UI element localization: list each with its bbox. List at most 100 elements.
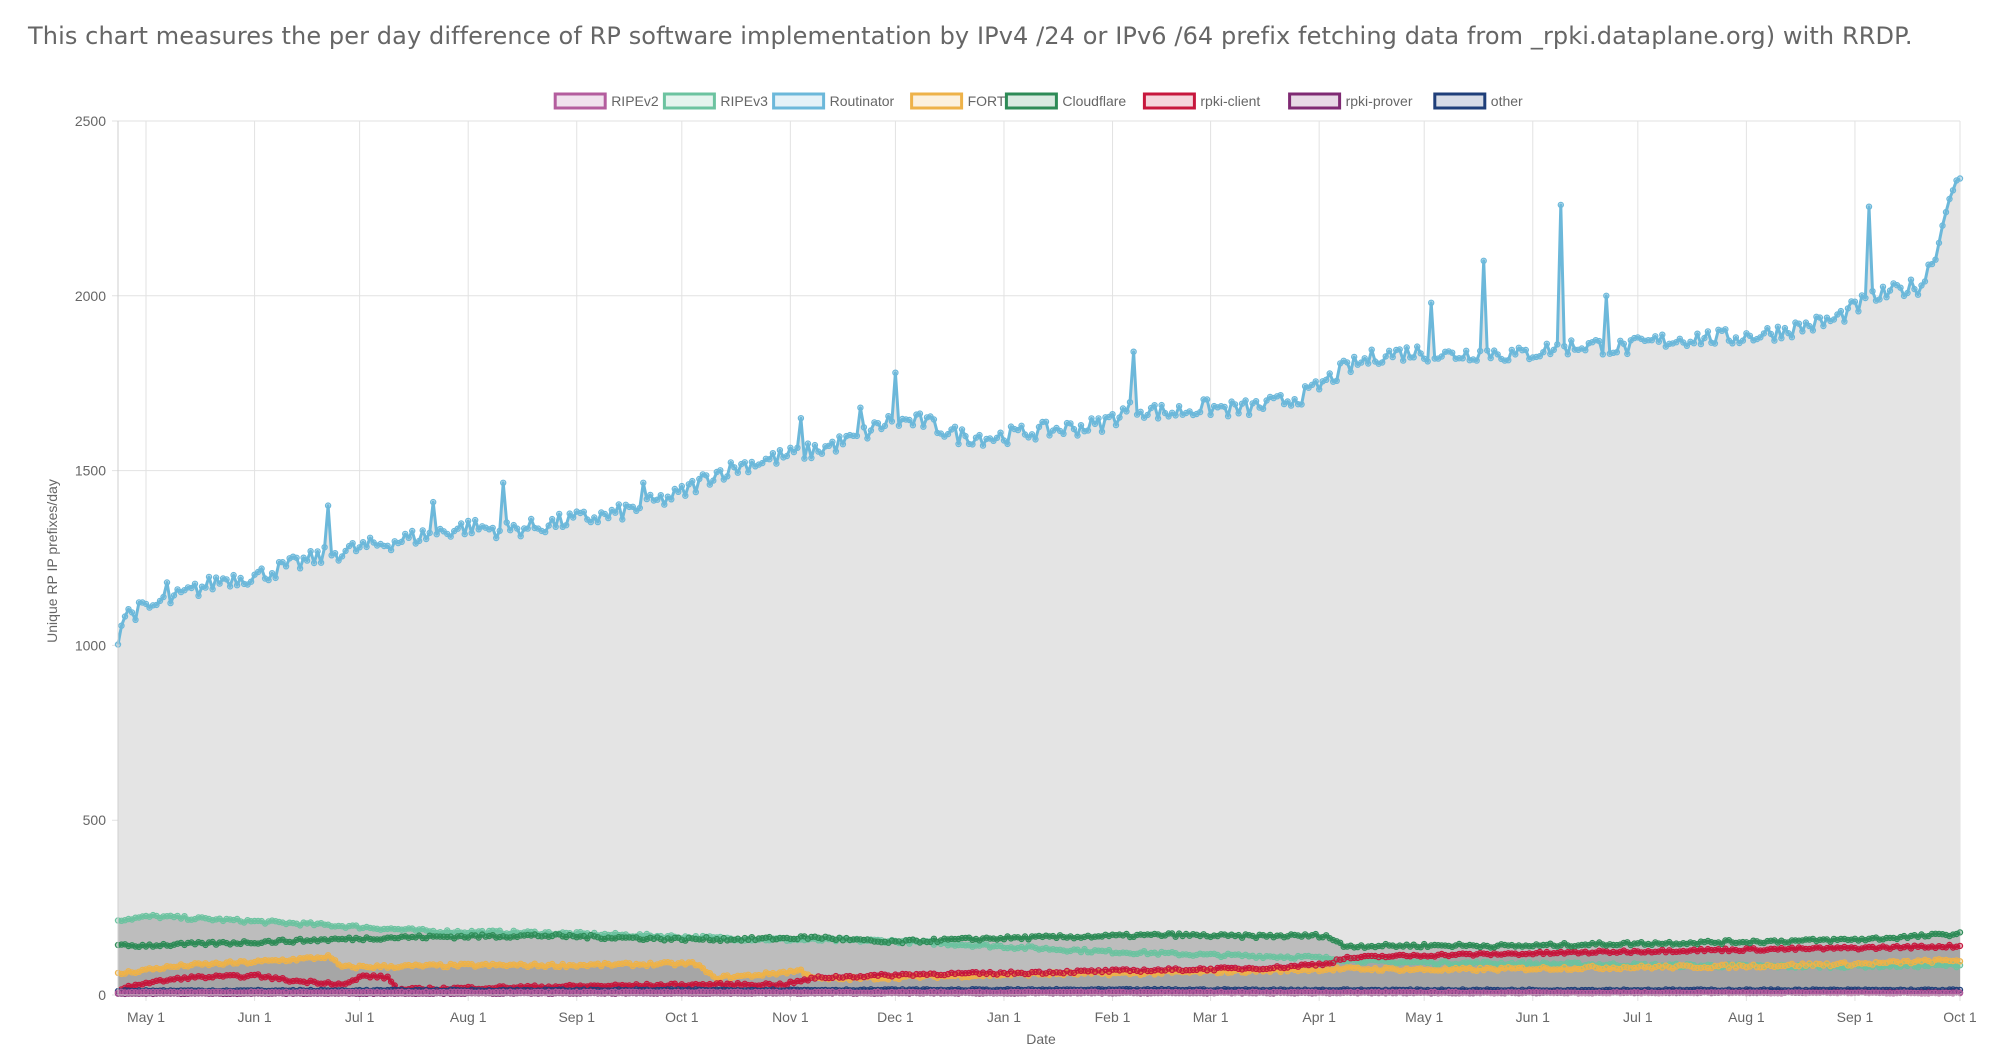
data-point	[1956, 929, 1964, 936]
legend-item-rpki-prover[interactable]: rpki-prover	[1288, 92, 1413, 110]
data-point	[839, 441, 847, 448]
data-point	[1596, 337, 1603, 345]
data-point	[1522, 346, 1530, 354]
data-point	[314, 548, 321, 555]
data-point	[1774, 323, 1782, 330]
data-point	[776, 447, 784, 454]
data-point	[1084, 427, 1092, 434]
data-point	[741, 459, 749, 466]
data-point	[1326, 370, 1333, 377]
data-point	[226, 583, 234, 590]
data-point	[1154, 415, 1162, 422]
x-tick-label: Dec 1	[877, 1009, 914, 1025]
data-point	[864, 435, 871, 442]
data-point	[1494, 351, 1501, 358]
data-point	[1830, 316, 1838, 323]
data-point	[1403, 344, 1410, 351]
data-point	[853, 432, 861, 440]
data-point	[892, 369, 899, 376]
data-point	[212, 574, 220, 581]
data-point	[1624, 350, 1631, 358]
data-point	[1949, 187, 1957, 194]
legend-item-ripev3[interactable]: RIPEv3	[662, 92, 768, 110]
data-point	[1389, 353, 1396, 361]
data-point	[1424, 358, 1431, 365]
data-point	[724, 473, 731, 480]
data-point	[920, 423, 927, 430]
data-point	[237, 574, 244, 582]
data-point	[797, 415, 805, 422]
data-point	[696, 475, 703, 483]
x-tick-label: Nov 1	[772, 1009, 809, 1025]
data-point	[1564, 351, 1572, 358]
data-point	[1722, 326, 1729, 333]
data-point	[426, 529, 433, 537]
data-point	[818, 450, 826, 457]
legend-swatch	[1004, 92, 1058, 110]
legend-swatch	[1288, 92, 1342, 110]
data-point	[1343, 359, 1351, 366]
legend-swatch	[772, 92, 826, 110]
data-point	[465, 517, 472, 525]
data-point	[832, 448, 840, 455]
data-point	[363, 543, 370, 551]
legend[interactable]: RIPEv2 RIPEv3 Routinator FORT Cloudflare rpki…	[553, 92, 1523, 110]
data-point	[1732, 334, 1740, 341]
data-point	[1760, 330, 1768, 337]
data-point	[766, 456, 773, 463]
data-point	[1287, 402, 1295, 409]
data-point	[661, 501, 668, 508]
data-point	[885, 413, 892, 420]
data-point	[867, 427, 875, 434]
data-point	[1690, 340, 1698, 347]
legend-item-ripev2[interactable]: RIPEv2	[553, 92, 659, 110]
x-tick-label: Sep 1	[558, 1009, 595, 1025]
data-point	[1042, 418, 1050, 425]
data-point	[836, 433, 843, 440]
data-point	[317, 559, 325, 566]
legend-item-rpki-client[interactable]: rpki-client	[1142, 92, 1260, 110]
data-point	[514, 525, 521, 532]
data-point	[472, 516, 479, 524]
legend-label: FORT	[968, 93, 1006, 109]
data-point	[1781, 324, 1789, 332]
data-point	[416, 537, 423, 545]
legend-item-routinator[interactable]: Routinator	[772, 92, 895, 110]
area-routinator	[118, 178, 1960, 995]
data-point	[668, 496, 675, 503]
data-point	[1378, 359, 1386, 366]
data-point	[1427, 299, 1435, 306]
data-point	[1088, 415, 1095, 422]
data-point	[1914, 291, 1922, 298]
data-point	[1245, 411, 1253, 418]
x-tick-label: Jun 1	[1516, 1009, 1550, 1025]
data-point	[489, 524, 496, 532]
data-point	[1694, 330, 1701, 337]
legend-swatch	[553, 92, 607, 110]
legend-item-other[interactable]: other	[1433, 92, 1523, 110]
data-point	[1841, 318, 1848, 325]
data-point	[962, 432, 969, 440]
x-tick-label: Oct 1	[1943, 1009, 1977, 1025]
data-point	[1729, 340, 1736, 347]
y-axis-title: Unique RP IP prefixes/day	[44, 479, 60, 643]
data-point	[1448, 349, 1456, 356]
legend-item-cloudflare[interactable]: Cloudflare	[1004, 92, 1126, 110]
data-point	[216, 580, 223, 587]
data-point	[587, 518, 595, 526]
data-point	[1060, 430, 1067, 437]
x-tick-label: Oct 1	[665, 1009, 699, 1025]
legend-item-fort[interactable]: FORT	[910, 92, 1006, 110]
data-point	[895, 422, 903, 429]
data-point	[128, 609, 136, 616]
data-point	[1123, 408, 1130, 415]
data-point	[1788, 334, 1796, 341]
data-point	[1487, 354, 1494, 362]
data-point	[542, 528, 549, 536]
data-point	[1540, 349, 1547, 356]
data-point	[1112, 421, 1120, 429]
data-point	[1291, 396, 1298, 403]
data-point	[338, 553, 346, 560]
data-point	[1939, 222, 1946, 229]
data-point	[387, 546, 395, 554]
